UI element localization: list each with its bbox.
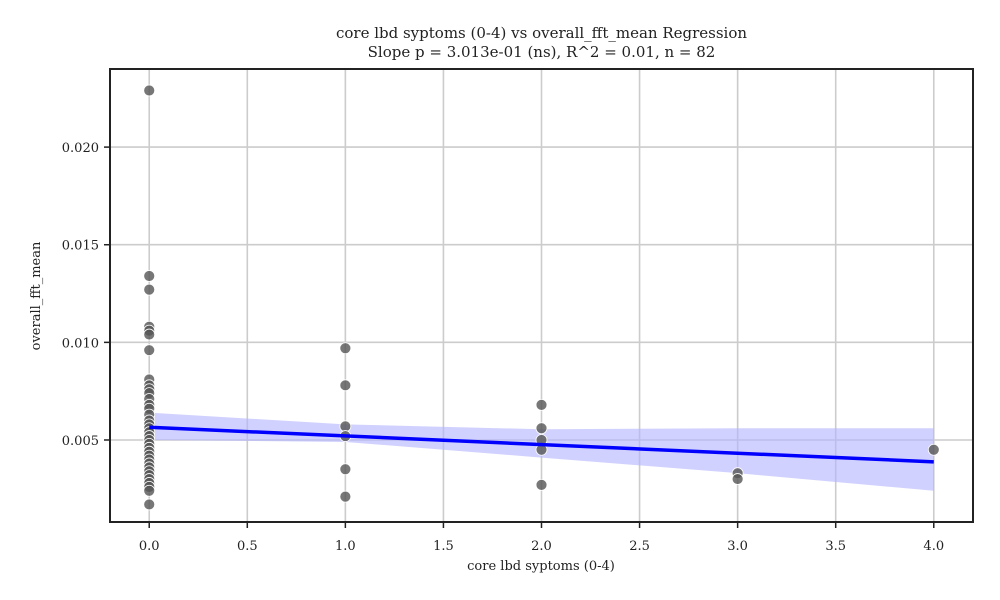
data-point xyxy=(143,498,156,511)
data-point xyxy=(339,379,352,392)
tick-marks xyxy=(104,146,935,528)
data-point xyxy=(535,398,548,411)
x-tick-label: 3.5 xyxy=(825,539,846,554)
data-point xyxy=(927,443,940,456)
regression-line xyxy=(149,425,934,464)
data-point xyxy=(143,84,156,97)
y-tick-label: 0.015 xyxy=(62,239,99,254)
data-point xyxy=(535,422,548,435)
x-tick-label: 1.0 xyxy=(335,539,356,554)
x-tick-label: 2.0 xyxy=(531,539,552,554)
data-point xyxy=(143,484,156,497)
y-axis-label: overall_fft_mean xyxy=(29,241,44,350)
data-point xyxy=(339,420,352,433)
y-tick-label: 0.020 xyxy=(62,141,99,156)
data-point xyxy=(339,463,352,476)
data-point xyxy=(731,473,744,485)
regression-line-layer xyxy=(149,425,934,464)
data-point xyxy=(143,283,156,296)
x-tick-label: 0.0 xyxy=(139,539,160,554)
chart-subtitle: Slope p = 3.013e-01 (ns), R^2 = 0.01, n … xyxy=(367,43,716,61)
chart-title: core lbd syptoms (0-4) vs overall_fft_me… xyxy=(335,24,748,42)
data-point xyxy=(535,479,548,491)
data-point xyxy=(143,328,156,341)
data-point xyxy=(339,342,352,355)
chart-title-block: core lbd syptoms (0-4) vs overall_fft_me… xyxy=(110,24,973,62)
x-tick-label: 0.5 xyxy=(237,539,258,554)
y-tick-label: 0.005 xyxy=(62,434,99,449)
x-tick-label: 4.0 xyxy=(923,539,944,554)
y-tick-label: 0.010 xyxy=(62,336,99,351)
data-points xyxy=(143,84,940,511)
y-tick-labels: 0.005 0.010 0.015 0.020 xyxy=(62,141,99,449)
x-tick-label: 1.5 xyxy=(433,539,454,554)
data-point xyxy=(143,344,156,357)
data-point xyxy=(339,490,352,503)
x-tick-label: 2.5 xyxy=(629,539,650,554)
x-axis-label: core lbd syptoms (0-4) xyxy=(467,559,615,574)
x-tick-labels: 0.0 0.5 1.0 1.5 2.0 2.5 3.0 3.5 4.0 xyxy=(139,539,944,554)
x-tick-label: 3.0 xyxy=(727,539,748,554)
data-point xyxy=(143,270,156,282)
